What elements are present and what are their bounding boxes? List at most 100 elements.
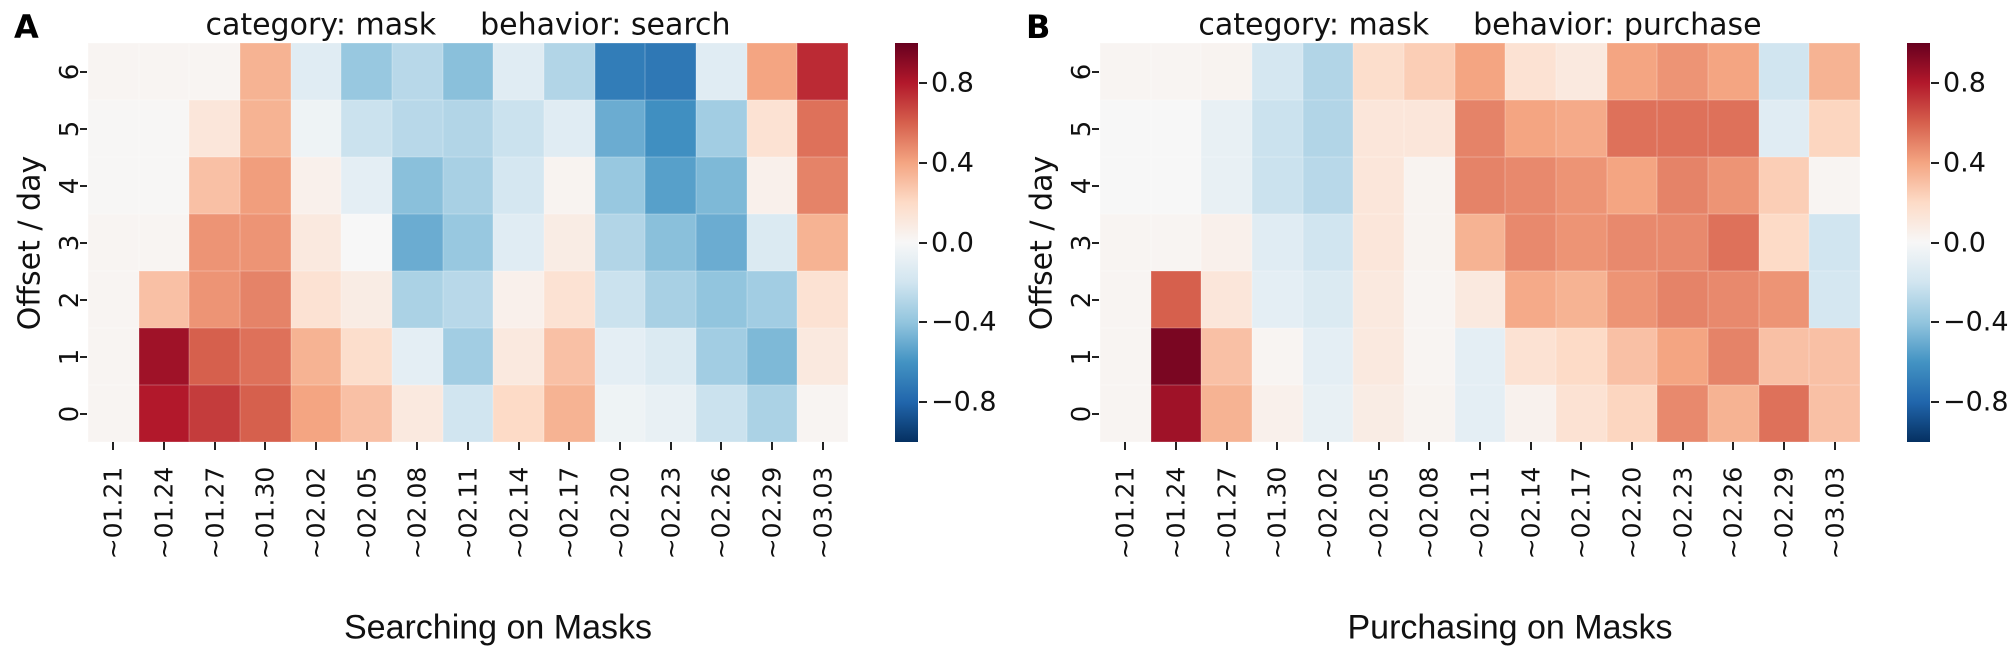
heatmap-cell [1201, 271, 1252, 328]
colorbar [895, 43, 918, 442]
heatmap-cell [290, 385, 342, 442]
heatmap-cell [1201, 157, 1252, 214]
x-tick-mark [1377, 442, 1380, 450]
heatmap-cell [645, 328, 696, 385]
x-tick-label: ~02.26 [706, 466, 736, 560]
heatmap-cell [240, 157, 291, 214]
heatmap-cell [746, 214, 798, 271]
heatmap-cell [645, 214, 696, 271]
heatmap-cell [1201, 100, 1252, 157]
heatmap-cell [1252, 157, 1303, 214]
heatmap-cell [1758, 271, 1810, 328]
x-tick-label: ~02.23 [656, 466, 686, 560]
heatmap-cell [1454, 157, 1506, 214]
heatmap-cell [392, 385, 443, 442]
x-tick-mark [365, 442, 368, 450]
x-tick-label: ~02.20 [1617, 466, 1647, 560]
heatmap-cell [746, 328, 798, 385]
x-tick-label: ~02.29 [1769, 466, 1799, 560]
heatmap-cell [1302, 157, 1354, 214]
y-axis-label: Offset / day [12, 155, 48, 330]
heatmap-cell [1150, 328, 1202, 385]
heatmap-cell [1708, 43, 1759, 100]
heatmap-cell [442, 157, 494, 214]
heatmap-cell [1505, 43, 1556, 100]
heatmap-cell [1454, 328, 1506, 385]
x-tick-mark [1732, 442, 1735, 450]
x-tick-label: ~02.11 [1465, 466, 1495, 560]
heatmap-cell [1505, 328, 1556, 385]
heatmap-cell [1252, 385, 1303, 442]
heatmap-cell [442, 214, 494, 271]
heatmap-cell [797, 157, 848, 214]
heatmap-cell [1758, 214, 1810, 271]
heatmap-cell [1505, 214, 1556, 271]
plot-title-behavior: behavior: search [480, 7, 731, 43]
heatmap-cell [1657, 385, 1708, 442]
x-tick-label: ~03.03 [1820, 466, 1850, 560]
heatmap-cell [1353, 385, 1404, 442]
y-tick-mark [80, 355, 87, 358]
heatmap-cell [1302, 214, 1354, 271]
heatmap-cell [1758, 43, 1810, 100]
heatmap-cell [1809, 328, 1860, 385]
heatmap-cell [442, 271, 494, 328]
heatmap-cell [1556, 43, 1607, 100]
y-axis-label: Offset / day [1024, 155, 1060, 330]
x-tick-label: ~01.21 [1110, 466, 1140, 560]
x-tick-label: ~01.21 [98, 466, 128, 560]
heatmap-cell [493, 328, 544, 385]
heatmap-cell [544, 157, 595, 214]
heatmap-cell [290, 271, 342, 328]
y-tick-mark [1092, 127, 1099, 130]
heatmap-cell [1657, 157, 1708, 214]
heatmap-cell [341, 385, 392, 442]
heatmap-cell [1353, 328, 1404, 385]
heatmap-cell [1657, 271, 1708, 328]
heatmap-cell [746, 385, 798, 442]
axis-caption: Searching on Masks [343, 608, 653, 647]
heatmap-cell [240, 100, 291, 157]
colorbar-tick-label: −0.4 [1943, 306, 2008, 338]
heatmap-cell [138, 385, 190, 442]
heatmap-cell [88, 271, 139, 328]
heatmap [88, 43, 848, 442]
heatmap-cell [189, 100, 240, 157]
panel-letter: A [14, 8, 39, 46]
heatmap-cell [594, 385, 646, 442]
axis-caption: Purchasing on Masks [1347, 608, 1673, 647]
heatmap-cell [696, 100, 747, 157]
x-tick-label: ~02.08 [402, 466, 432, 560]
heatmap-cell [797, 328, 848, 385]
heatmap-cell [1100, 328, 1151, 385]
y-tick-mark [80, 298, 87, 301]
heatmap-cell [1758, 157, 1810, 214]
heatmap-cell [1809, 100, 1860, 157]
heatmap-cell [1100, 214, 1151, 271]
heatmap-cell [1404, 271, 1455, 328]
heatmap-cell [240, 271, 291, 328]
heatmap-cell [1809, 271, 1860, 328]
colorbar-tick-label: 0.8 [1943, 67, 1986, 99]
heatmap-cell [392, 328, 443, 385]
heatmap-cell [797, 214, 848, 271]
x-tick-label: ~02.08 [1414, 466, 1444, 560]
y-tick-mark [80, 412, 87, 415]
heatmap-cell [645, 43, 696, 100]
heatmap-cell [544, 100, 595, 157]
heatmap-cell [1302, 328, 1354, 385]
colorbar-tick-label: 0.4 [1943, 147, 1986, 179]
heatmap-cell [189, 385, 240, 442]
heatmap-cell [1454, 385, 1506, 442]
heatmap-cell [645, 271, 696, 328]
heatmap-cell [645, 385, 696, 442]
x-tick-label: ~02.05 [1364, 466, 1394, 560]
x-tick-label: ~03.03 [808, 466, 838, 560]
heatmap-cell [1404, 385, 1455, 442]
heatmap-cell [1404, 214, 1455, 271]
x-tick-mark [1833, 442, 1836, 450]
heatmap-cell [1657, 100, 1708, 157]
heatmap-cell [1150, 43, 1202, 100]
heatmap-cell [341, 214, 392, 271]
